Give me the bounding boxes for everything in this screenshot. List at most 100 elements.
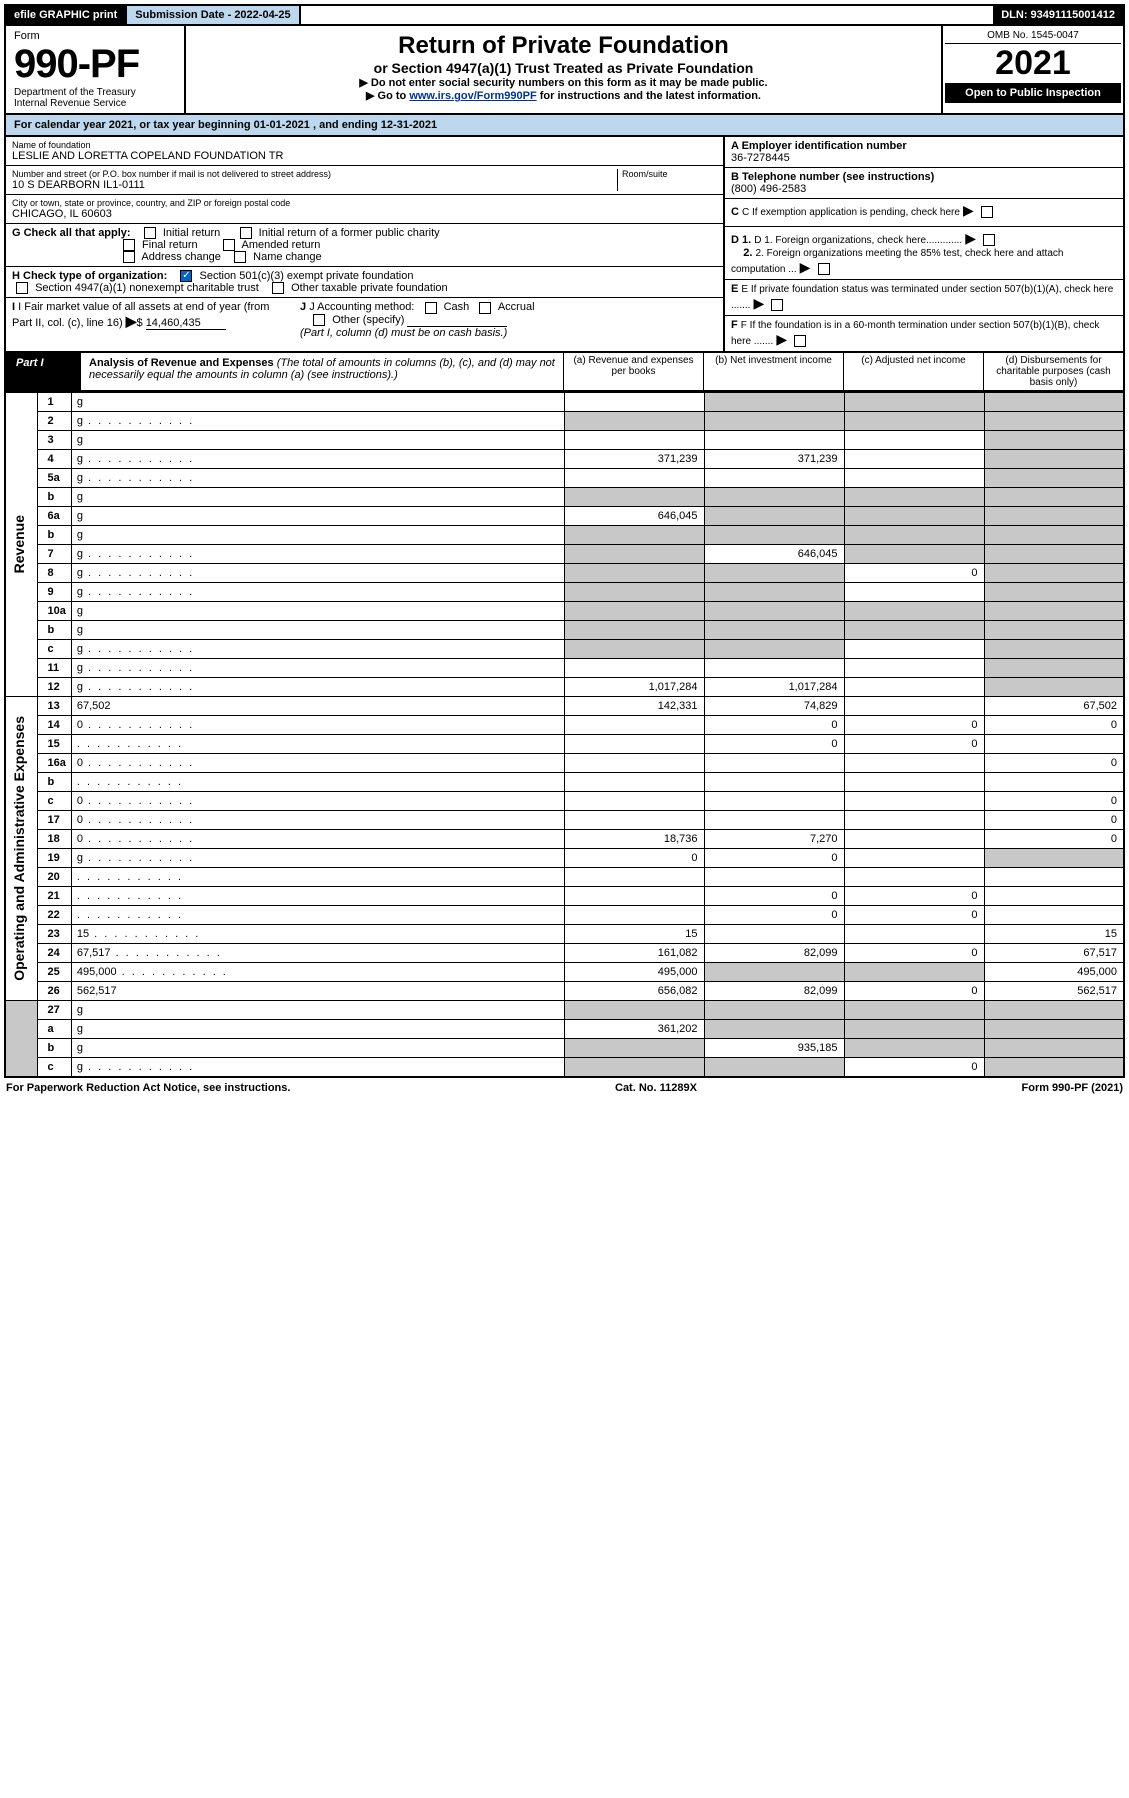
- line-desc: g: [71, 1020, 564, 1039]
- line-desc: 67,517: [71, 944, 564, 963]
- table-row: 26562,517656,08282,0990562,517: [5, 982, 1124, 1001]
- line-desc: [71, 735, 564, 754]
- cell-value: [564, 754, 704, 773]
- cell-blocked: [704, 393, 844, 412]
- checkbox-e[interactable]: [771, 299, 783, 311]
- phone-value: (800) 496-2583: [731, 183, 806, 195]
- line-num: 9: [37, 583, 71, 602]
- cell-value: 0: [984, 811, 1124, 830]
- checkbox-other-method[interactable]: [313, 314, 325, 326]
- checkbox-initial-former[interactable]: [240, 227, 252, 239]
- cell-blocked: [704, 621, 844, 640]
- checkbox-name-change[interactable]: [234, 251, 246, 263]
- checkbox-4947a1[interactable]: [16, 282, 28, 294]
- cell-blocked: [704, 1058, 844, 1078]
- line-num: c: [37, 792, 71, 811]
- line-desc: g: [71, 602, 564, 621]
- line-num: 21: [37, 887, 71, 906]
- line-num: 22: [37, 906, 71, 925]
- checkbox-d2[interactable]: [818, 263, 830, 275]
- table-row: 18018,7367,2700: [5, 830, 1124, 849]
- cell-value: 0: [844, 564, 984, 583]
- cell-value: 0: [704, 849, 844, 868]
- checkbox-address-change[interactable]: [123, 251, 135, 263]
- line-desc: g: [71, 640, 564, 659]
- cell-value: [844, 849, 984, 868]
- cell-value: 0: [984, 792, 1124, 811]
- table-row: 2200: [5, 906, 1124, 925]
- line-desc: g: [71, 412, 564, 431]
- cell-value: 82,099: [704, 982, 844, 1001]
- cell-blocked: [704, 583, 844, 602]
- checkbox-other-taxable[interactable]: [272, 282, 284, 294]
- irs-link[interactable]: www.irs.gov/Form990PF: [409, 90, 536, 102]
- cell-value: 0: [844, 982, 984, 1001]
- addr-label: Number and street (or P.O. box number if…: [12, 169, 617, 179]
- cell-value: 935,185: [704, 1039, 844, 1058]
- table-row: c00: [5, 792, 1124, 811]
- form-ref: Form 990-PF (2021): [1022, 1082, 1123, 1094]
- line-num: 24: [37, 944, 71, 963]
- table-row: Revenue1g: [5, 393, 1124, 412]
- cell-blocked: [564, 545, 704, 564]
- cell-value: [704, 811, 844, 830]
- cell-value: 0: [704, 906, 844, 925]
- cell-blocked: [984, 507, 1124, 526]
- cell-value: 361,202: [564, 1020, 704, 1039]
- line-desc: 562,517: [71, 982, 564, 1001]
- cell-blocked: [984, 526, 1124, 545]
- table-row: 5ag: [5, 469, 1124, 488]
- table-row: bg: [5, 526, 1124, 545]
- table-row: 140000: [5, 716, 1124, 735]
- line-desc: 0: [71, 754, 564, 773]
- form-subtitle: or Section 4947(a)(1) Trust Treated as P…: [192, 60, 935, 76]
- line-desc: g: [71, 431, 564, 450]
- cell-value: 0: [984, 830, 1124, 849]
- checkbox-501c3[interactable]: [180, 270, 192, 282]
- table-row: 8g0: [5, 564, 1124, 583]
- cell-value: [564, 792, 704, 811]
- cell-value: 15: [984, 925, 1124, 944]
- checkbox-final-return[interactable]: [123, 239, 135, 251]
- table-row: 4g371,239371,239: [5, 450, 1124, 469]
- cell-value: 0: [704, 735, 844, 754]
- efile-label: efile GRAPHIC print: [6, 6, 127, 24]
- line-desc: g: [71, 469, 564, 488]
- cell-value: [844, 583, 984, 602]
- line-desc: [71, 773, 564, 792]
- cell-blocked: [844, 526, 984, 545]
- checkbox-c[interactable]: [981, 206, 993, 218]
- line-num: 20: [37, 868, 71, 887]
- checkbox-d1[interactable]: [983, 234, 995, 246]
- checkbox-accrual[interactable]: [479, 302, 491, 314]
- cell-blocked: [704, 640, 844, 659]
- cell-blocked: [984, 1039, 1124, 1058]
- cell-value: 371,239: [704, 450, 844, 469]
- table-row: 9g: [5, 583, 1124, 602]
- checkbox-cash[interactable]: [425, 302, 437, 314]
- table-row: 2467,517161,08282,099067,517: [5, 944, 1124, 963]
- line-desc: 0: [71, 811, 564, 830]
- cell-blocked: [844, 507, 984, 526]
- cell-value: [984, 887, 1124, 906]
- cell-blocked: [704, 412, 844, 431]
- cell-blocked: [984, 640, 1124, 659]
- line-num: 18: [37, 830, 71, 849]
- line-num: 14: [37, 716, 71, 735]
- checkbox-f[interactable]: [794, 335, 806, 347]
- cell-value: [844, 792, 984, 811]
- cell-value: [984, 773, 1124, 792]
- checkbox-amended[interactable]: [223, 239, 235, 251]
- checkbox-initial-return[interactable]: [144, 227, 156, 239]
- line-num: b: [37, 773, 71, 792]
- cell-blocked: [844, 488, 984, 507]
- table-row: 2100: [5, 887, 1124, 906]
- table-row: 19g00: [5, 849, 1124, 868]
- cell-value: 0: [984, 716, 1124, 735]
- cell-value: 0: [844, 716, 984, 735]
- line-num: 5a: [37, 469, 71, 488]
- cell-blocked: [984, 393, 1124, 412]
- cat-no: Cat. No. 11289X: [615, 1082, 697, 1094]
- line-num: b: [37, 526, 71, 545]
- line-desc: g: [71, 545, 564, 564]
